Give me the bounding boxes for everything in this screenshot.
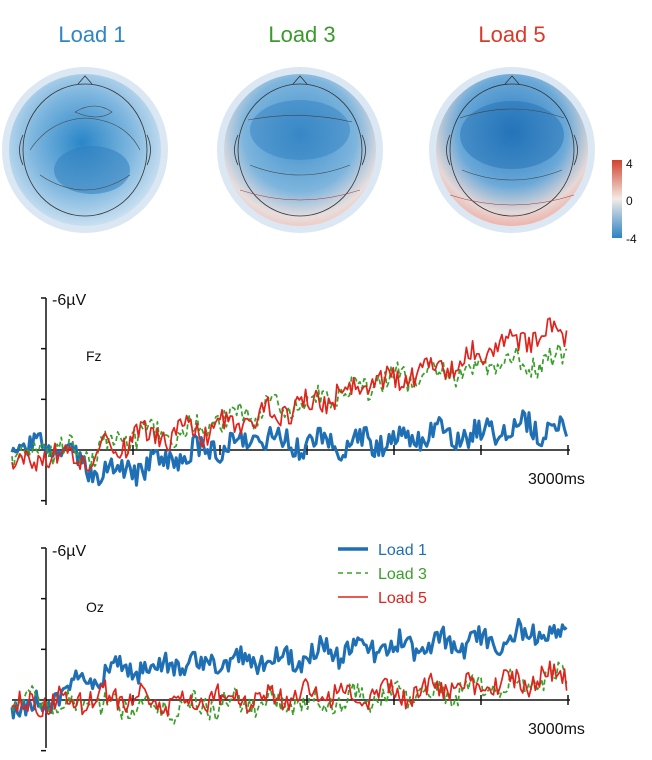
fz-y-tick-label: -6µV [52,292,86,309]
oz-x-end-label: 3000ms [528,721,585,738]
topomap-load5 [429,67,595,233]
topomap-load1 [2,67,168,233]
legend-label-load1: Load 1 [378,542,427,559]
topomap-title-load1: Load 1 [58,22,125,47]
oz-series-load1 [10,617,568,720]
colorbar: 4 0 -4 [612,157,637,246]
legend: Load 1 Load 3 Load 5 [338,542,427,607]
oz-y-tick-label: -6µV [52,543,86,560]
plot-oz: -6µV Oz 3000ms Load 1 Load 3 Load 5 [10,542,585,752]
oz-series-load5 [11,660,568,718]
colorbar-min-label: -4 [626,232,637,246]
legend-label-load3: Load 3 [378,566,427,583]
fz-x-end-label: 3000ms [528,471,585,488]
topomap-title-load3: Load 3 [268,22,335,47]
colorbar-mid-label: 0 [626,194,633,208]
topomap-load3 [217,67,383,233]
fz-series-load1 [10,409,569,487]
colorbar-max-label: 4 [626,157,633,171]
plot-fz: -6µV Fz 3000ms [10,292,585,505]
fz-series-load5 [11,317,568,472]
fz-channel-label: Fz [86,348,102,364]
topomap-title-load5: Load 5 [478,22,545,47]
fz-series-load3 [11,343,568,471]
oz-channel-label: Oz [86,599,104,615]
oz-series-load3 [11,661,568,725]
colorbar-gradient [612,160,622,238]
legend-label-load5: Load 5 [378,590,427,607]
